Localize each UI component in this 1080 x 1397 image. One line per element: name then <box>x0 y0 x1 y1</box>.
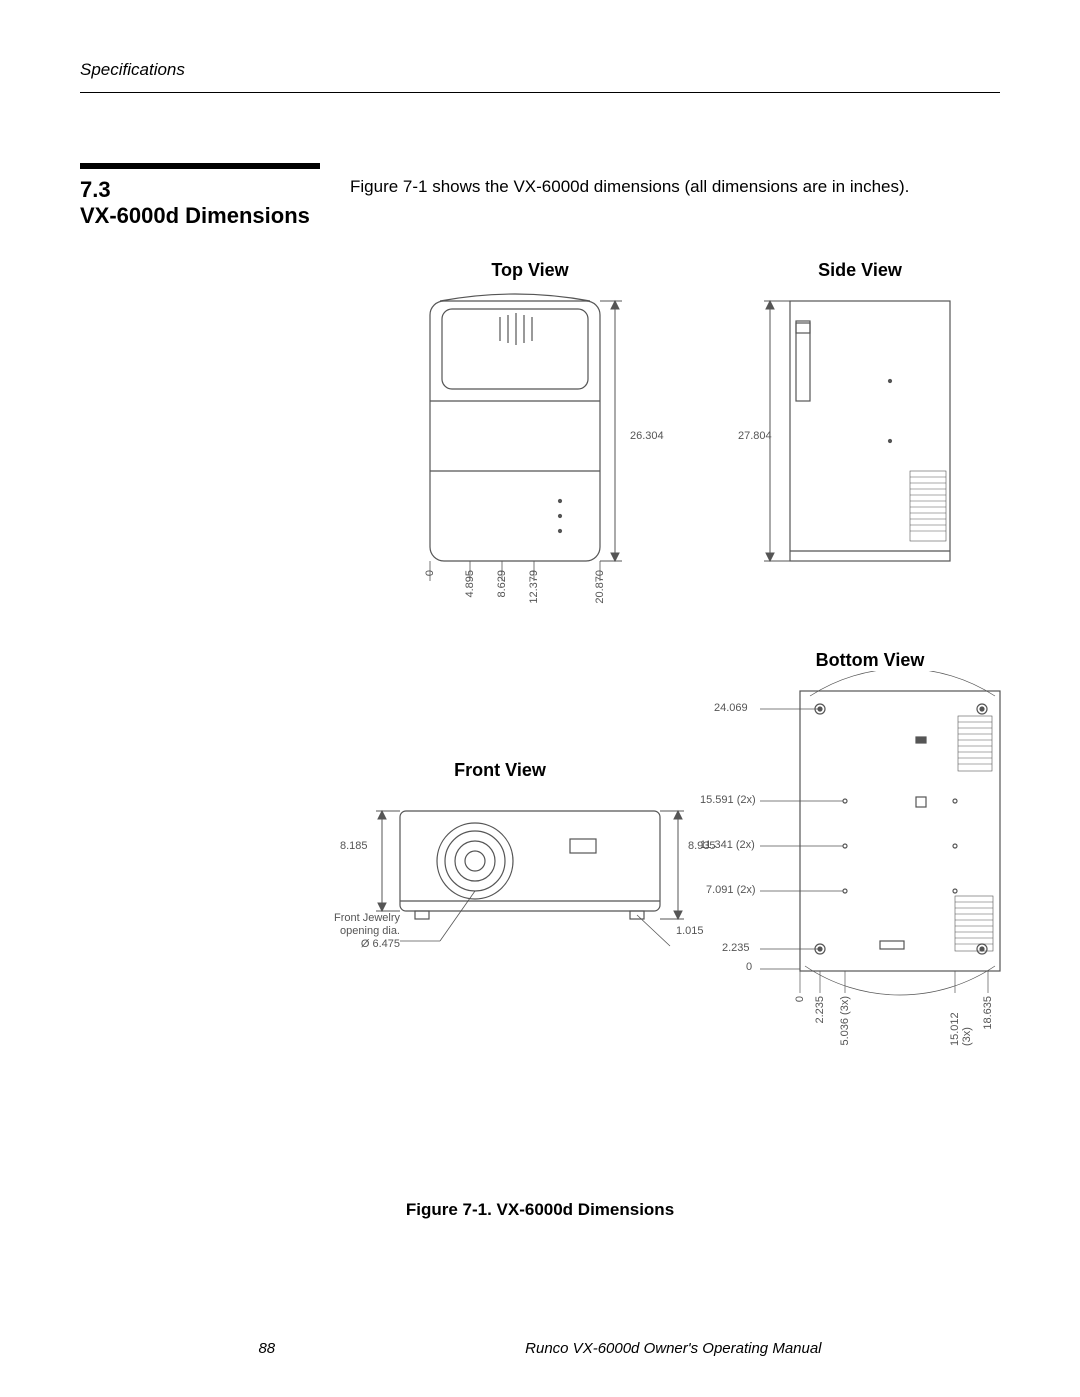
section-number: 7.3 <box>80 177 320 203</box>
front-note1: Front Jewelry <box>334 912 400 924</box>
dim-bot-y-e: 2.235 <box>722 942 750 954</box>
page-number: 88 <box>258 1340 275 1357</box>
bottom-view-block: Bottom View <box>700 650 1030 1046</box>
dim-bot-x-d: 15.012 (3x) <box>949 996 973 1046</box>
diagram-area: Top View <box>80 260 1000 1160</box>
side-view-block: Side View <box>740 260 1000 596</box>
dim-top-x-c: 8.629 <box>496 570 508 598</box>
front-view-block: Front View <box>340 760 720 986</box>
dim-bot-y-f: 0 <box>746 961 752 973</box>
section-title: VX-6000d Dimensions <box>80 203 320 229</box>
front-note2: opening dia. <box>340 925 400 937</box>
bottom-view-svg <box>700 671 1030 1041</box>
section-heading-block: 7.3 VX-6000d Dimensions <box>80 163 320 230</box>
dim-bot-x-a: 0 <box>794 996 806 1002</box>
section-intro: Figure 7-1 shows the VX-6000d dimensions… <box>350 163 1000 197</box>
footer-manual: Runco VX-6000d Owner's Operating Manual <box>525 1340 821 1357</box>
section-bar <box>80 163 320 169</box>
dim-side-height: 27.804 <box>738 430 772 442</box>
top-view-label: Top View <box>410 260 650 281</box>
front-view-label: Front View <box>340 760 660 781</box>
dim-top-x-b: 4.895 <box>464 570 476 598</box>
figure-caption: Figure 7-1. VX-6000d Dimensions <box>80 1200 1000 1220</box>
header-rule <box>80 92 1000 93</box>
dim-top-height: 26.304 <box>630 430 664 442</box>
dim-bot-x-e: 18.635 <box>982 996 994 1030</box>
top-view-svg <box>410 281 710 611</box>
dim-top-x-a: 0 <box>424 570 436 576</box>
dim-top-x-d: 12.379 <box>528 570 540 604</box>
dim-front-left: 8.185 <box>340 840 368 852</box>
dim-bot-y-b: 15.591 (2x) <box>700 794 756 806</box>
dim-bot-y-a: 24.069 <box>714 702 748 714</box>
front-note3: Ø 6.475 <box>361 938 400 950</box>
header-section: Specifications <box>80 60 1000 80</box>
dim-bot-x-c: 5.036 (3x) <box>839 996 851 1046</box>
dim-top-x-e: 20.870 <box>594 570 606 604</box>
side-view-svg <box>740 281 1000 591</box>
top-view-block: Top View <box>410 260 710 616</box>
section-row: 7.3 VX-6000d Dimensions Figure 7-1 shows… <box>80 163 1000 230</box>
dim-bot-y-c: 11.341 (2x) <box>700 839 755 851</box>
bottom-view-label: Bottom View <box>700 650 980 671</box>
dim-bot-y-d: 7.091 (2x) <box>706 884 756 896</box>
side-view-label: Side View <box>740 260 980 281</box>
footer: 88 Runco VX-6000d Owner's Operating Manu… <box>80 1340 1000 1357</box>
dim-bot-x-b: 2.235 <box>814 996 826 1024</box>
